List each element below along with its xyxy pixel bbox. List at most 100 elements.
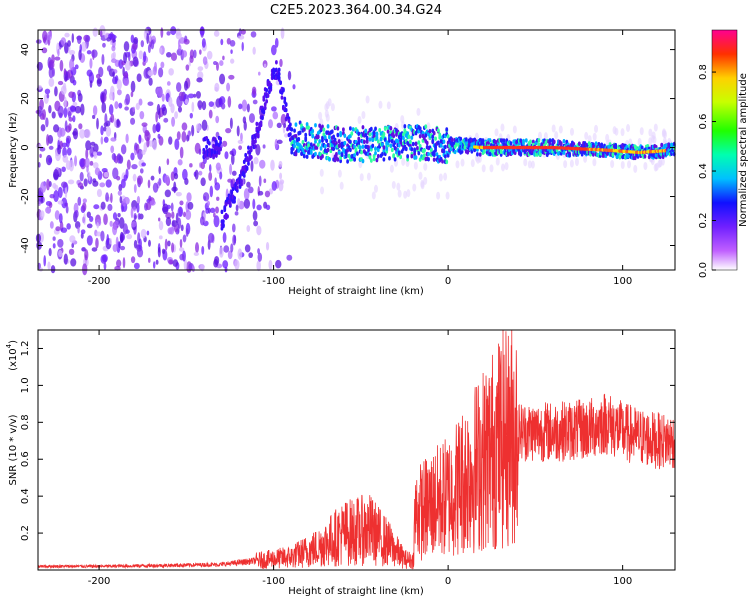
x-tick-label: 0 [445,576,451,587]
spectrogram-cell [219,140,222,145]
spectrogram-cell [241,99,248,112]
spectrogram-cell [64,120,68,132]
spectrogram-cell [123,51,128,64]
spectrogram-cell [208,109,213,119]
spectrogram-cell [438,173,443,182]
spectrogram-cell [250,31,257,38]
spectrogram-cell [183,211,186,218]
spectrogram-cell [93,143,99,153]
spectrogram-cell [383,126,387,131]
spectrogram-cell [166,158,170,166]
spectrogram-cell [141,162,146,167]
spectrogram-cell [396,182,401,191]
spectrogram-cell [70,105,77,113]
spectrogram-cell [600,142,604,147]
spectrogram-cell [314,151,317,157]
spectrogram-cell [202,192,210,202]
spectrogram-cell [256,225,262,236]
spectrogram-cell [568,153,571,158]
spectrogram-cell [37,162,41,168]
spectrogram-cell [358,145,362,150]
spectrogram-cell [406,154,410,159]
spectrogram-cell [538,152,542,157]
spectrogram-cell [243,198,251,209]
spectrogram-cell [177,44,182,52]
spectrogram-cell [238,145,243,151]
spectrogram-cell [552,139,556,145]
spectrogram-cell [620,128,625,137]
spectrogram-cell [483,149,486,154]
colorbar-tick-label: 0.8 [698,64,709,80]
spectrogram-cell [428,128,432,134]
spectrogram-cell [126,233,133,240]
spectrogram-cell [397,143,401,148]
spectrogram-cell [50,265,56,274]
spectrogram-cell [147,101,154,106]
spectrogram-cell [136,73,142,83]
spectrogram-cell [37,105,43,117]
spectrogram-cell [195,90,201,99]
spectrogram-cell [375,131,379,136]
spectrogram-cell [175,32,182,40]
spectrogram-cell [257,252,263,262]
spectrogram-cell [46,93,50,99]
spectrogram-cell [138,50,144,60]
spectrogram-cell [133,239,138,249]
spectrogram-cell [252,46,256,55]
spectrogram-cell [246,103,250,113]
spectrogram-cell [84,157,90,168]
spectrogram-cell [171,220,178,228]
spectrogram-cell [374,150,377,156]
spectrogram-cell [72,115,76,123]
spectrogram-cell [103,171,109,178]
spectrogram-cell [330,103,335,112]
spectrogram-cell [158,235,163,240]
spectrogram-cell [100,254,107,264]
spectrogram-cell [109,238,112,245]
spectrogram-cell [69,235,76,243]
spectrogram-cell [69,49,76,56]
spectrogram-cell [201,119,208,131]
spectrogram-cell [112,223,118,236]
spectrogram-cell [72,79,77,86]
spectrogram-cell [133,36,139,45]
spectrogram-cell [166,204,171,210]
spectrogram-cell [302,153,306,159]
spectrogram-cell [563,160,568,169]
spectrogram-cell [116,118,120,127]
spectrogram-cell [72,131,78,136]
spectrogram-cell [449,146,453,152]
spectrogram-cell [386,129,390,134]
spectrogram-cell [357,131,361,137]
spectrogram-cell [53,169,59,181]
spectrogram-cell [392,133,396,139]
spectrogram-cell [558,125,563,134]
spectrogram-cell [48,202,53,209]
y-tick-label: 1.2 [20,341,31,357]
spectrogram-cell [120,245,126,251]
spectrogram-cell [361,110,366,119]
spectrogram-cell [85,148,89,160]
spectrogram-cell [570,127,575,136]
spectrogram-cell [222,232,227,243]
spectrogram-cell [79,129,86,139]
spectrogram-cell [234,211,239,216]
spectrogram-cell [189,112,193,119]
spectrogram-cell [191,265,195,273]
spectrogram-cell [96,151,103,156]
spectrogram-cell [92,162,99,169]
spectrogram-cell [279,80,282,85]
spectrogram-cell [120,178,126,189]
spectrogram-cell [48,67,54,79]
spectrogram-cell [158,67,164,78]
spectrogram-cell [99,30,103,38]
spectrogram-cell [459,136,463,142]
spectrogram-cell [167,227,173,235]
spectrogram-cell [569,159,574,168]
spectrogram-cell [438,135,442,140]
spectrogram-cell [77,226,80,234]
spectrogram-cell [251,86,257,95]
spectrogram-cell [327,98,332,107]
spectrogram-cell [58,249,63,258]
spectrogram-cell [584,131,589,140]
